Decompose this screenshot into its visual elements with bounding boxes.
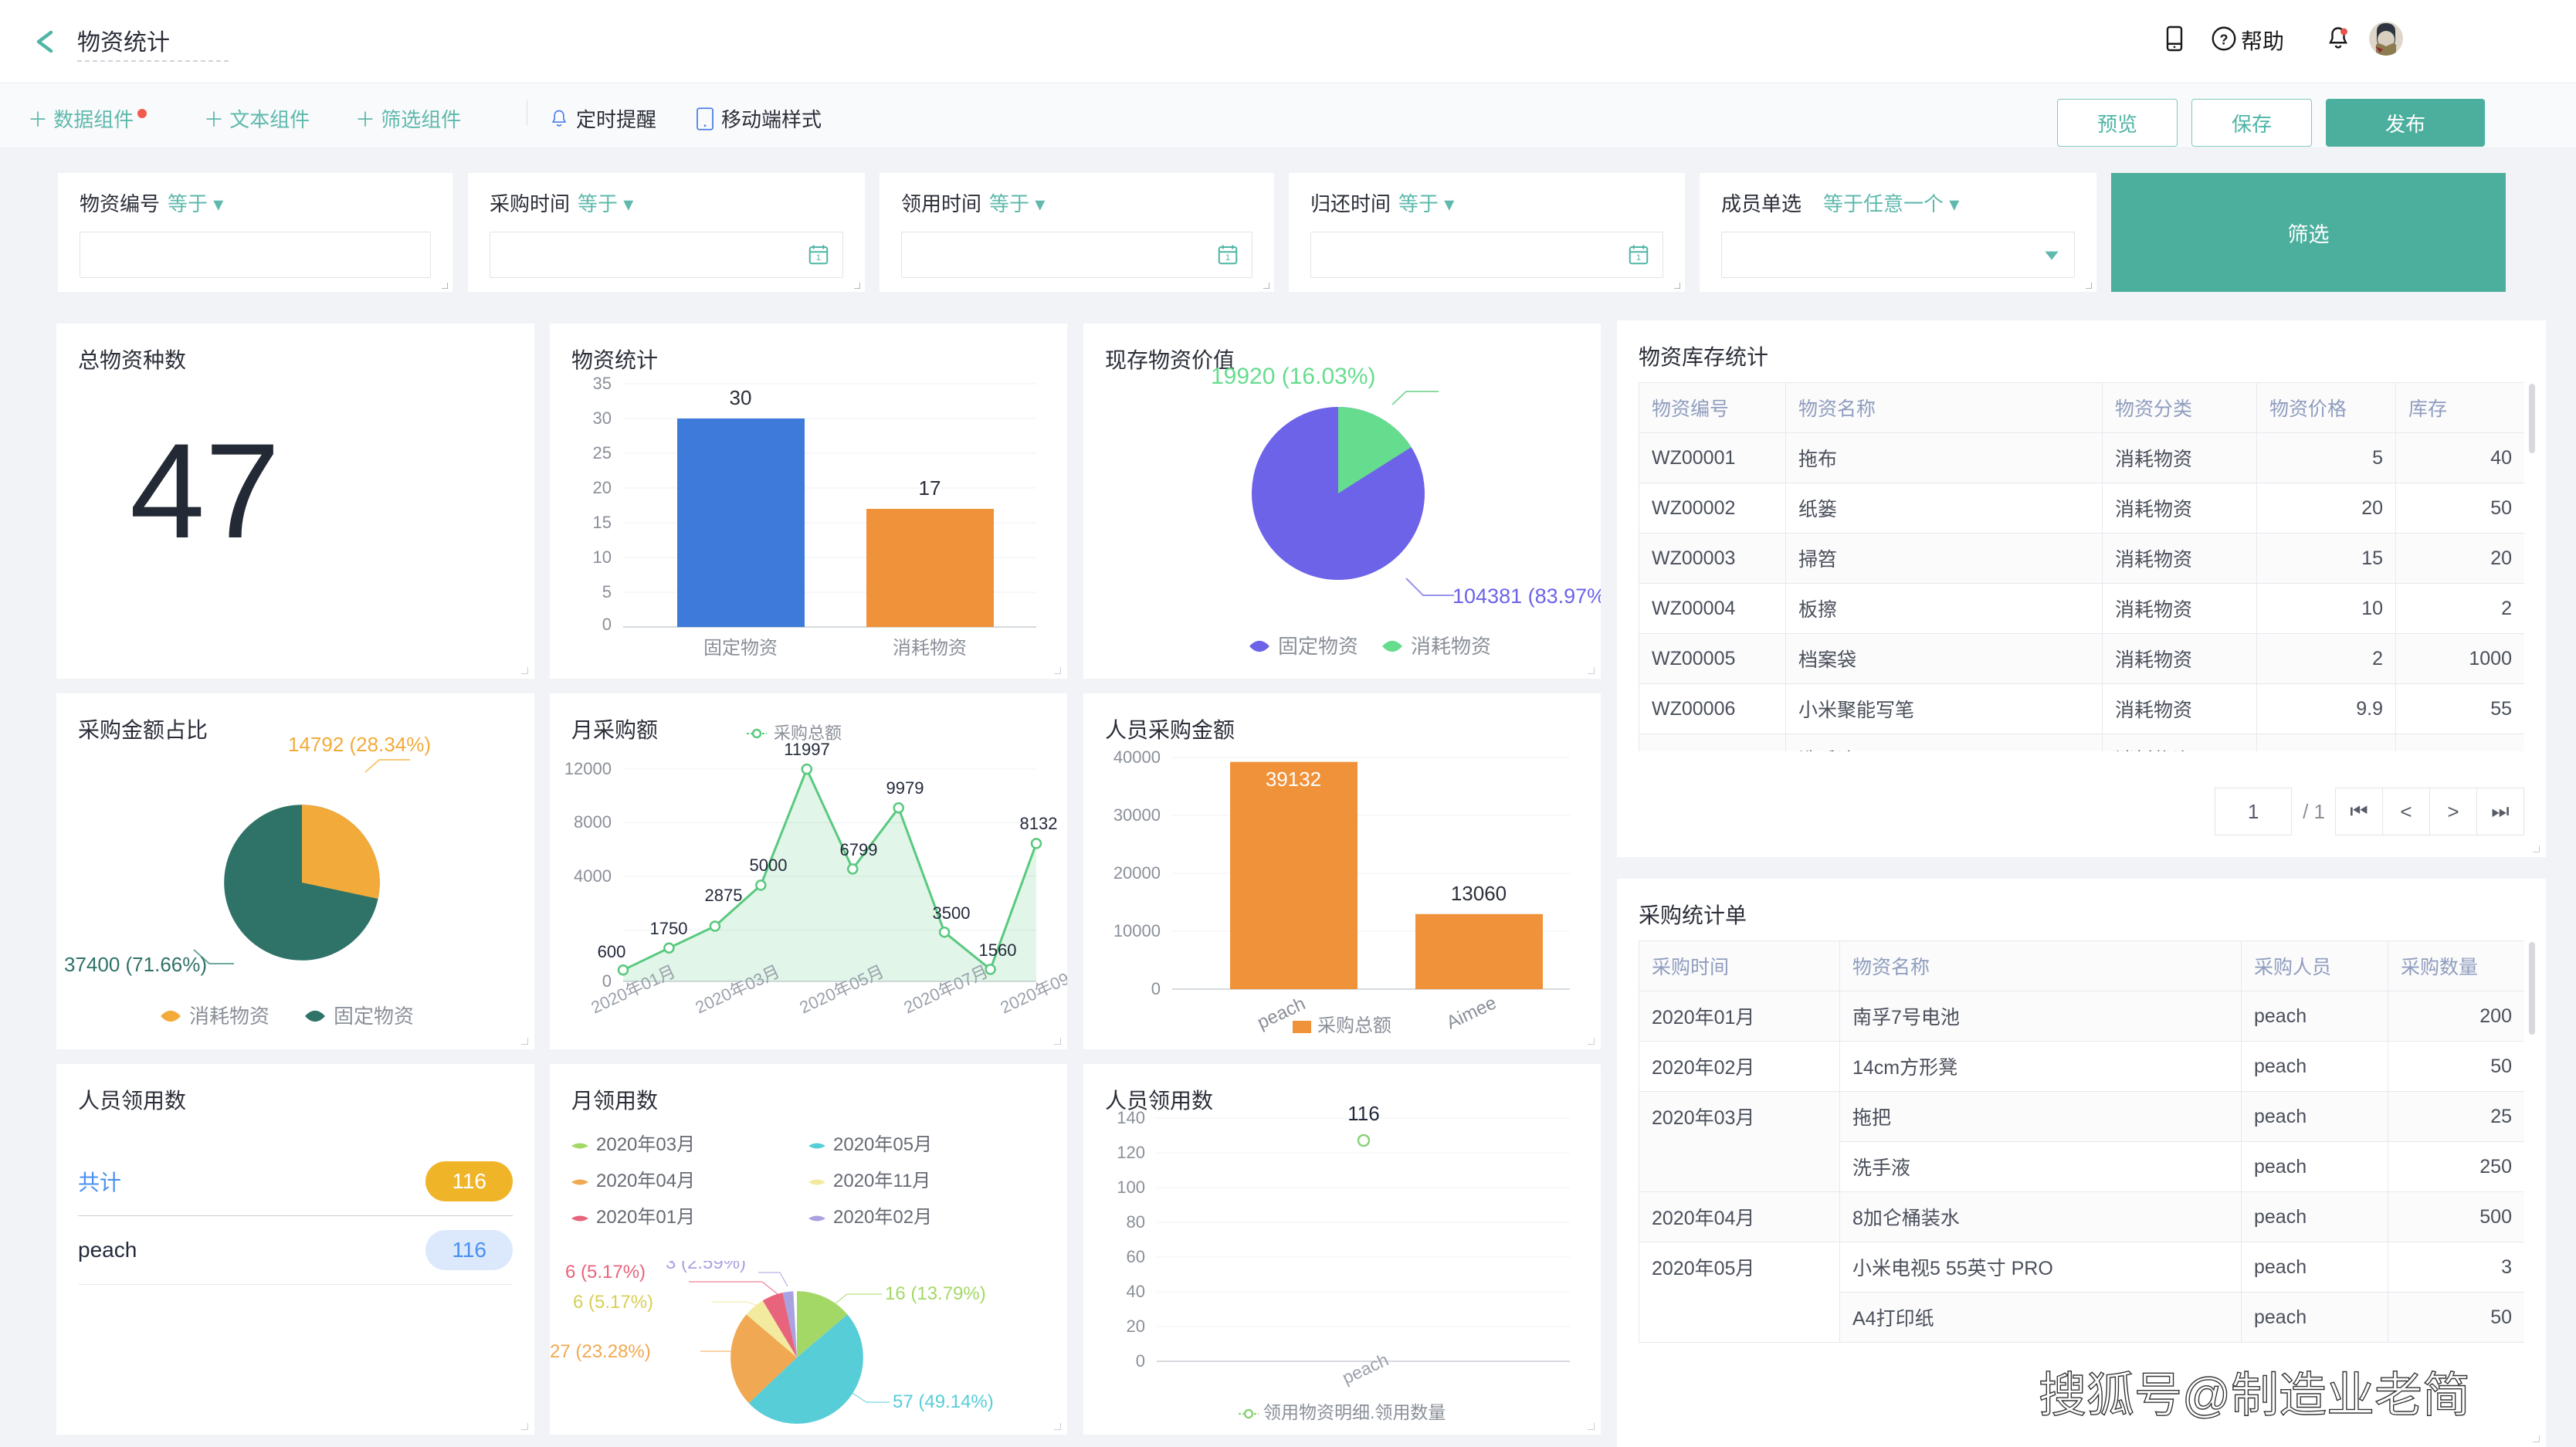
svg-text:6799: 6799	[840, 840, 878, 859]
svg-text:消耗物资: 消耗物资	[893, 638, 967, 659]
svg-text:4000: 4000	[574, 866, 612, 886]
svg-text:30: 30	[593, 408, 612, 428]
svg-text:35: 35	[593, 374, 612, 393]
svg-text:17: 17	[919, 476, 941, 500]
svg-text:116: 116	[1347, 1102, 1379, 1125]
svg-text:0: 0	[1136, 1351, 1145, 1371]
svg-text:14792 (28.34%): 14792 (28.34%)	[288, 733, 431, 756]
svg-text:10: 10	[593, 547, 612, 567]
svg-text:8000: 8000	[574, 812, 612, 832]
svg-text:1750: 1750	[650, 919, 688, 938]
svg-text:9979: 9979	[886, 778, 924, 798]
svg-text:1: 1	[1225, 253, 1230, 263]
svg-text:57 (49.14%): 57 (49.14%)	[893, 1391, 994, 1412]
svg-text:11997: 11997	[784, 740, 830, 759]
svg-text:1: 1	[1636, 253, 1641, 263]
svg-text:?: ?	[2220, 32, 2229, 48]
svg-text:1560: 1560	[979, 940, 1017, 960]
svg-text:消耗物资: 消耗物资	[189, 1005, 269, 1028]
svg-text:固定物资: 固定物资	[703, 638, 778, 659]
svg-text:39132: 39132	[1266, 768, 1321, 791]
svg-text:60: 60	[1127, 1247, 1145, 1266]
svg-text:30000: 30000	[1113, 805, 1161, 825]
svg-text:40000: 40000	[1113, 747, 1161, 767]
svg-text:104381 (83.97%): 104381 (83.97%)	[1452, 585, 1601, 608]
svg-text:120: 120	[1117, 1143, 1145, 1162]
svg-text:6 (5.17%): 6 (5.17%)	[565, 1262, 646, 1283]
svg-text:20: 20	[1127, 1317, 1145, 1336]
svg-text:8132: 8132	[1020, 814, 1058, 833]
svg-text:600: 600	[598, 942, 626, 961]
svg-text:100: 100	[1117, 1178, 1145, 1197]
svg-text:0: 0	[602, 615, 612, 634]
svg-text:15: 15	[593, 513, 612, 532]
svg-text:3500: 3500	[933, 903, 971, 923]
svg-text:6 (5.17%): 6 (5.17%)	[573, 1292, 653, 1313]
svg-text:13060: 13060	[1451, 882, 1507, 905]
svg-text:1: 1	[816, 253, 821, 263]
svg-text:19920 (16.03%): 19920 (16.03%)	[1211, 364, 1376, 389]
svg-text:12000: 12000	[564, 759, 612, 778]
svg-text:27 (23.28%): 27 (23.28%)	[550, 1341, 651, 1362]
svg-text:0: 0	[1151, 979, 1161, 998]
svg-text:固定物资: 固定物资	[1278, 635, 1358, 658]
svg-text:37400 (71.66%): 37400 (71.66%)	[64, 953, 207, 976]
svg-text:消耗物资: 消耗物资	[1411, 635, 1491, 658]
svg-text:5000: 5000	[750, 856, 788, 875]
svg-text:5: 5	[602, 582, 612, 602]
svg-text:20: 20	[593, 478, 612, 497]
svg-text:3 (2.59%): 3 (2.59%)	[666, 1261, 746, 1273]
svg-text:30: 30	[730, 386, 752, 409]
svg-text:25: 25	[593, 443, 612, 463]
svg-text:0: 0	[602, 971, 612, 991]
svg-text:peach: peach	[1339, 1349, 1391, 1388]
svg-text:20000: 20000	[1113, 863, 1161, 883]
svg-text:固定物资: 固定物资	[334, 1005, 414, 1028]
svg-text:16 (13.79%): 16 (13.79%)	[885, 1283, 986, 1304]
svg-text:140: 140	[1117, 1108, 1145, 1127]
svg-text:2875: 2875	[705, 886, 743, 905]
svg-text:80: 80	[1127, 1212, 1145, 1232]
svg-text:10000: 10000	[1113, 921, 1161, 940]
svg-text:40: 40	[1127, 1282, 1145, 1301]
